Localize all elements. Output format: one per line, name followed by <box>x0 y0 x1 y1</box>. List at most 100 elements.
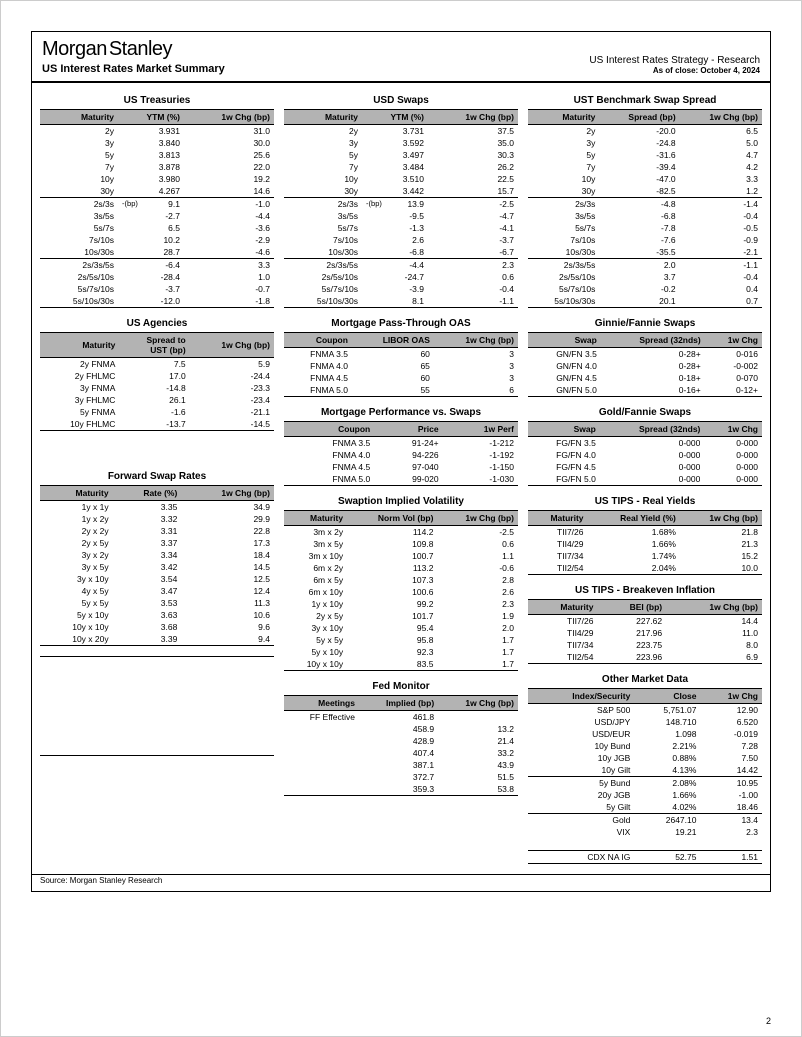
agencies-title: US Agencies <box>40 314 274 332</box>
th: Spread (bp) <box>599 110 679 125</box>
tips-real-title: US TIPS - Real Yields <box>528 492 762 510</box>
th: 1w Chg (bp) <box>428 110 518 125</box>
th: Maturity <box>528 511 588 526</box>
siv-body: 3m x 2y114.2-2.53m x 5y109.80.63m x 10y1… <box>284 526 518 671</box>
table-row: 5s/10s/30s20.10.7 <box>528 295 762 308</box>
table-row: 5s/7s-1.3-4.1 <box>284 222 518 234</box>
th: 1w Chg (bp) <box>666 600 762 615</box>
content-grid: US Treasuries Maturity YTM (%) 1w Chg (b… <box>31 83 771 875</box>
table-row: 5y x 5y3.5311.3 <box>40 597 274 609</box>
table-row: 7s/10s10.2-2.9 <box>40 234 274 246</box>
table-row: 10y FHLMC-13.7-14.5 <box>40 418 274 431</box>
table-row: 7y-39.44.2 <box>528 161 762 173</box>
table-row: 5y x 10y92.31.7 <box>284 646 518 658</box>
tips-bei-table: Maturity BEI (bp) 1w Chg (bp) TII7/26227… <box>528 599 762 664</box>
table-row: 5y3.49730.3 <box>284 149 518 161</box>
th: Coupon <box>284 422 374 437</box>
table-row: 10y JGB0.88%7.50 <box>528 752 762 764</box>
table-row: 10y Gilt4.13%14.42 <box>528 764 762 777</box>
table-row: 3y x 10y3.5412.5 <box>40 573 274 585</box>
treasuries-body3: 2s/3s/5s-6.43.32s/5s/10s-28.41.05s/7s/10… <box>40 259 274 308</box>
table-row: 2y3.93131.0 <box>40 125 274 138</box>
table-row: 10y x 10y83.51.7 <box>284 658 518 671</box>
table-row: TII7/26227.6214.4 <box>528 615 762 628</box>
th: Rate (%) <box>113 486 182 501</box>
th: YTM (%) <box>362 110 428 125</box>
agencies-table: Maturity Spread to UST (bp) 1w Chg (bp) … <box>40 332 274 431</box>
table-row: 4y x 5y3.4712.4 <box>40 585 274 597</box>
brand-logo: MorganStanley <box>42 38 225 61</box>
fwdswap-table: Maturity Rate (%) 1w Chg (bp) 1y x 1y3.3… <box>40 485 274 646</box>
table-row: 10y Bund2.21%7.28 <box>528 740 762 752</box>
table-row: 3s/5s-6.8-0.4 <box>528 210 762 222</box>
table-row: 2y3.73137.5 <box>284 125 518 138</box>
table-row: 5y-31.64.7 <box>528 149 762 161</box>
table-row: FNMA 3.5603 <box>284 348 518 361</box>
th: Meetings <box>284 696 359 711</box>
gfs-table: Swap Spread (32nds) 1w Chg GN/FN 3.50-28… <box>528 332 762 397</box>
table-row: 5y x 5y95.81.7 <box>284 634 518 646</box>
mpvs-title: Mortgage Performance vs. Swaps <box>284 403 518 421</box>
table-row: 5s/7s/10s-0.20.4 <box>528 283 762 295</box>
column-3: UST Benchmark Swap Spread Maturity Sprea… <box>528 91 762 870</box>
th: Maturity <box>40 486 113 501</box>
mpt-title: Mortgage Pass-Through OAS <box>284 314 518 332</box>
th: 1w Chg (bp) <box>438 696 518 711</box>
treasuries-title: US Treasuries <box>40 91 274 109</box>
header-left: MorganStanley US Interest Rates Market S… <box>42 38 225 75</box>
table-row: FNMA 5.099-020-1-030 <box>284 473 518 486</box>
table-row: FG/FN 5.00-0000-000 <box>528 473 762 486</box>
table-row: 2s/3s-4.8-1.4 <box>528 198 762 211</box>
th: Maturity <box>284 511 347 526</box>
other-body3: Gold2647.1013.4VIX19.212.3 <box>528 814 762 839</box>
table-row: 407.433.2 <box>284 747 518 759</box>
table-row: 5y x 10y3.6310.6 <box>40 609 274 621</box>
table-row: 2s/3s/5s-6.43.3 <box>40 259 274 272</box>
table-row: 5s/7s/10s-3.9-0.4 <box>284 283 518 295</box>
mpvs-body: FNMA 3.591-24+-1-212FNMA 4.094-226-1-192… <box>284 437 518 486</box>
table-row: 3s/5s-2.7-4.4 <box>40 210 274 222</box>
table-row: 2s/3s-(bp)9.1-1.0 <box>40 198 274 211</box>
fwdswap-title: Forward Swap Rates <box>40 467 274 485</box>
th: 1w Chg (bp) <box>680 110 762 125</box>
gold-body: FG/FN 3.50-0000-000FG/FN 4.00-0000-000FG… <box>528 437 762 486</box>
siv-title: Swaption Implied Volatility <box>284 492 518 510</box>
table-row: 30y-82.51.2 <box>528 185 762 198</box>
table-row: TII7/34223.758.0 <box>528 639 762 651</box>
table-row: TII4/29217.9611.0 <box>528 627 762 639</box>
table-row: 2y FNMA7.55.9 <box>40 358 274 371</box>
table-row: 7y3.87822.0 <box>40 161 274 173</box>
table-row: 3y3.84030.0 <box>40 137 274 149</box>
table-row: 2y x 2y3.3122.8 <box>40 525 274 537</box>
table-row: FNMA 3.591-24+-1-212 <box>284 437 518 450</box>
table-row: FG/FN 4.50-0000-000 <box>528 461 762 473</box>
th: 1w Chg (bp) <box>680 511 762 526</box>
th: 1w Chg <box>705 333 762 348</box>
table-row: 3m x 10y100.71.1 <box>284 550 518 562</box>
table-row: 10y3.98019.2 <box>40 173 274 185</box>
table-row: TII2/542.04%10.0 <box>528 562 762 575</box>
table-row: GN/FN 4.00-28+-0-002 <box>528 360 762 372</box>
tips-real-body: TII7/261.68%21.8TII4/291.66%21.3TII7/341… <box>528 526 762 575</box>
th: Spread to UST (bp) <box>119 333 189 358</box>
th: Maturity <box>40 333 119 358</box>
header-dept: US Interest Rates Strategy - Research <box>589 55 760 66</box>
th: Maturity <box>528 600 597 615</box>
gfs-title: Ginnie/Fannie Swaps <box>528 314 762 332</box>
other-body4: CDX NA IG52.751.51 <box>528 838 762 864</box>
other-body2: 5y Bund2.08%10.9520y JGB1.66%-1.005y Gil… <box>528 777 762 814</box>
table-row: 458.913.2 <box>284 723 518 735</box>
table-row: USD/JPY148.7106.520 <box>528 716 762 728</box>
table-row: 2y x 5y101.71.9 <box>284 610 518 622</box>
report-subtitle: US Interest Rates Market Summary <box>42 63 225 75</box>
table-row: 2y FHLMC17.0-24.4 <box>40 370 274 382</box>
table-row: 2s/3s/5s2.0-1.1 <box>528 259 762 272</box>
th: 1w Chg (bp) <box>184 110 274 125</box>
table-row: 30y3.44215.7 <box>284 185 518 198</box>
table-row: 3y-24.85.0 <box>528 137 762 149</box>
table-row: 6m x 5y107.32.8 <box>284 574 518 586</box>
usdswaps-body3: 2s/3s/5s-4.42.32s/5s/10s-24.70.65s/7s/10… <box>284 259 518 308</box>
table-row: 387.143.9 <box>284 759 518 771</box>
th: Spread (32nds) <box>601 333 705 348</box>
usdswaps-title: USD Swaps <box>284 91 518 109</box>
